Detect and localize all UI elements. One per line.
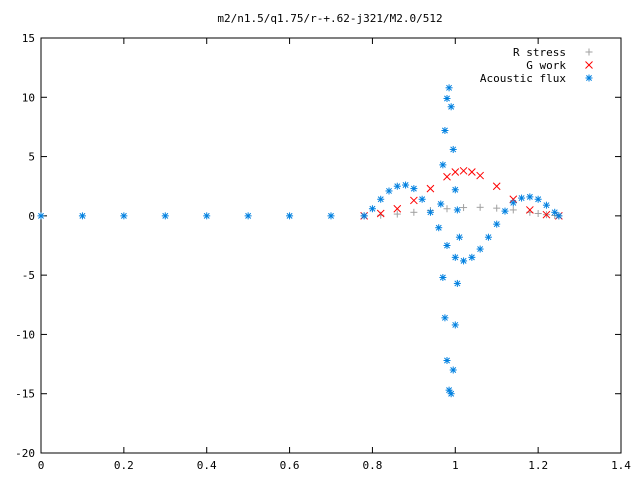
data-point <box>410 196 418 205</box>
data-point <box>460 204 468 212</box>
data-point <box>468 253 476 261</box>
axis-ticks: 0 0.2 0.4 0.6 0.8 1 1.2 1.4 -20 -15 -10 -5 0 5 10 15 <box>15 32 631 472</box>
data-point <box>555 212 563 220</box>
data-point <box>449 366 457 374</box>
data-point <box>509 195 518 204</box>
data-point <box>439 274 447 282</box>
data-point <box>441 126 449 134</box>
data-point <box>376 209 385 218</box>
legend-marker <box>585 48 593 56</box>
data-point <box>368 205 376 213</box>
data-point <box>476 171 484 180</box>
data-point <box>244 212 252 220</box>
y-tick-label: 15 <box>22 32 35 45</box>
data-point <box>451 321 459 329</box>
data-point <box>377 195 385 203</box>
data-point <box>455 233 463 241</box>
data-point <box>447 103 455 111</box>
data-point <box>360 212 368 220</box>
data-point <box>518 194 526 202</box>
data-point <box>393 182 401 190</box>
data-point <box>393 210 401 218</box>
data-point <box>526 206 534 214</box>
data-point <box>542 210 551 219</box>
data-point <box>484 233 492 241</box>
data-point <box>203 212 211 220</box>
x-tick-label: 0.6 <box>280 459 300 472</box>
data-point <box>509 206 517 214</box>
data-point <box>441 314 449 322</box>
x-tick-label: 0.8 <box>362 459 382 472</box>
x-tick-label: 1.2 <box>528 459 548 472</box>
x-tick-label: 0.4 <box>197 459 217 472</box>
data-point <box>447 390 455 398</box>
data-point <box>443 357 451 365</box>
data-point <box>468 168 476 176</box>
legend-marker <box>585 74 593 82</box>
data-point <box>78 212 86 220</box>
data-point <box>286 212 294 220</box>
data-point <box>476 203 484 211</box>
data-point <box>453 279 461 287</box>
data-point <box>437 200 445 208</box>
data-point <box>460 257 468 265</box>
data-point <box>542 201 550 209</box>
chart-title: m2/n1.5/q1.75/r-+.62-j321/M2.0/512 <box>217 12 442 25</box>
data-point <box>501 207 509 215</box>
series-2 <box>37 84 563 398</box>
y-tick-label: -15 <box>15 388 35 401</box>
legend-label: Acoustic flux <box>480 72 566 85</box>
data-point <box>393 204 402 213</box>
data-point <box>120 212 128 220</box>
data-point <box>534 195 542 203</box>
data-point <box>402 181 410 189</box>
data-point <box>439 161 447 169</box>
data-point <box>435 224 443 232</box>
y-tick-label: -5 <box>22 269 35 282</box>
data-point <box>443 242 451 249</box>
y-tick-label: 0 <box>28 210 35 223</box>
y-tick-label: 5 <box>28 151 35 164</box>
data-point <box>426 184 435 193</box>
legend-label: R stress <box>513 46 566 59</box>
data-point <box>493 204 501 212</box>
data-point <box>451 186 459 194</box>
data-point <box>445 84 453 92</box>
legend-label: G work <box>526 59 566 72</box>
plot-frame <box>40 37 622 454</box>
data-point <box>453 206 461 214</box>
data-point <box>410 208 418 216</box>
data-point <box>443 205 451 213</box>
data-point <box>327 212 335 220</box>
data-point <box>443 172 451 181</box>
data-point <box>476 245 484 253</box>
data-point <box>443 94 451 102</box>
data-point <box>161 212 169 220</box>
data-point <box>509 199 517 207</box>
series-layer <box>37 84 563 398</box>
data-point <box>426 208 434 216</box>
data-point <box>37 212 45 220</box>
data-point <box>459 166 468 175</box>
data-point <box>526 193 534 201</box>
data-point <box>493 220 501 228</box>
x-tick-label: 1 <box>452 459 459 472</box>
data-point <box>449 145 457 153</box>
x-tick-label: 1.4 <box>611 459 631 472</box>
x-tick-label: 0.2 <box>114 459 134 472</box>
y-tick-label: -10 <box>15 328 35 341</box>
y-tick-label: -20 <box>15 447 35 460</box>
data-point <box>385 187 393 195</box>
data-point <box>451 253 459 261</box>
data-point <box>418 195 426 203</box>
data-point <box>451 168 460 176</box>
legend-marker <box>585 61 593 69</box>
data-point <box>534 209 542 217</box>
data-point <box>492 182 501 191</box>
x-tick-label: 0 <box>38 459 45 472</box>
y-tick-label: 10 <box>22 91 35 104</box>
data-point <box>410 185 418 193</box>
